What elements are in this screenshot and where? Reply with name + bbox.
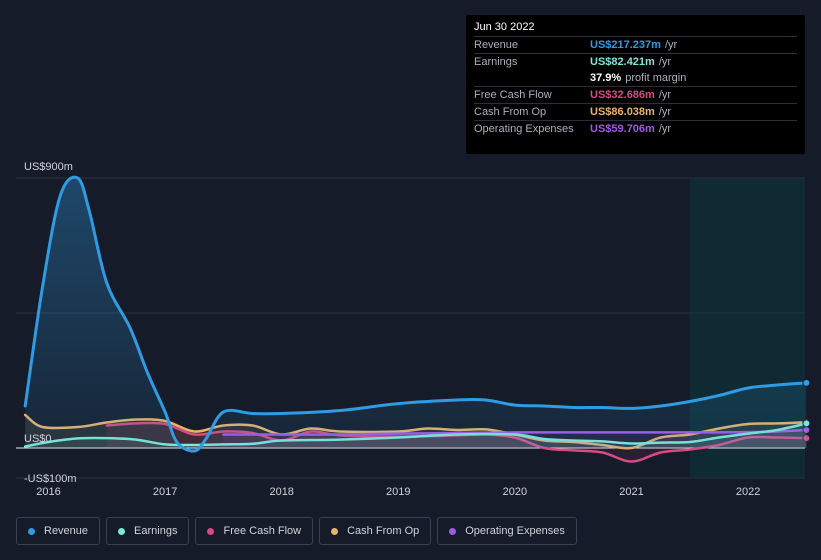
x-tick-label: 2016: [36, 486, 60, 498]
tooltip-label: Cash From Op: [474, 106, 547, 118]
legend-label: Free Cash Flow: [223, 525, 302, 537]
tooltip-value: US$86.038m: [590, 106, 655, 118]
x-tick-label: 2017: [153, 486, 177, 498]
tooltip-value: 37.9%: [590, 72, 622, 84]
x-tick-label: 2021: [619, 486, 643, 498]
tooltip-value: US$217.237m: [590, 39, 661, 51]
legend-dot-icon: [331, 527, 339, 535]
legend-dot-icon: [207, 527, 215, 535]
tooltip-label: Earnings: [474, 56, 518, 68]
y-tick-label: -US$100m: [24, 473, 77, 485]
tooltip-label: Free Cash Flow: [474, 89, 552, 101]
legend-dot-icon: [449, 527, 457, 535]
tooltip-value: US$32.686m: [590, 89, 655, 101]
legend-label: Cash From Op: [347, 525, 420, 537]
tooltip-row-revenue: Revenue US$217.237m /yr: [474, 36, 797, 53]
tooltip-unit: /yr: [658, 123, 672, 135]
tooltip-unit: /yr: [658, 89, 672, 101]
legend-label: Revenue: [44, 525, 89, 537]
tooltip-row-free-cash-flow: Free Cash Flow US$32.686m /yr: [474, 86, 797, 103]
tooltip-row-cash-from-op: Cash From Op US$86.038m /yr: [474, 103, 797, 120]
tooltip-label: Operating Expenses: [474, 123, 574, 135]
y-tick-label: US$0: [24, 433, 52, 445]
tooltip-date: Jun 30 2022: [474, 21, 535, 33]
tooltip-panel: Jun 30 2022 Revenue US$217.237m /yr Earn…: [466, 15, 805, 154]
legend-item-earnings[interactable]: Earnings: [106, 517, 190, 545]
x-tick-label: 2022: [736, 486, 760, 498]
tooltip-value: US$59.706m: [590, 123, 655, 135]
legend-item-free-cash-flow[interactable]: Free Cash Flow: [195, 517, 314, 545]
legend-label: Earnings: [134, 525, 178, 537]
x-tick-label: 2018: [269, 486, 293, 498]
tooltip-row-profit-margin: 37.9% profit margin: [474, 70, 797, 86]
tooltip-unit: /yr: [658, 106, 672, 118]
x-tick-label: 2019: [386, 486, 410, 498]
tooltip-row-earnings: Earnings US$82.421m /yr: [474, 53, 797, 70]
series-area-revenue: [25, 177, 807, 452]
tooltip-unit: profit margin: [625, 72, 687, 84]
tooltip-value: US$82.421m: [590, 56, 655, 68]
legend-dot-icon: [28, 527, 35, 535]
y-tick-label: US$900m: [24, 161, 73, 173]
legend-item-cash-from-op[interactable]: Cash From Op: [319, 517, 432, 545]
legend-label: Operating Expenses: [465, 525, 565, 537]
tooltip-unit: /yr: [664, 39, 678, 51]
tooltip-row-operating-expenses: Operating Expenses US$59.706m /yr: [474, 120, 797, 137]
tooltip-label: Revenue: [474, 39, 519, 51]
legend-dot-icon: [118, 527, 126, 535]
legend-item-operating-expenses[interactable]: Operating Expenses: [437, 517, 577, 545]
x-tick-label: 2020: [503, 486, 527, 498]
series-endpoint-revenue: [802, 378, 811, 387]
legend-item-revenue[interactable]: Revenue: [16, 517, 101, 545]
series-line-revenue: [23, 175, 808, 453]
legend: Revenue Earnings Free Cash Flow Cash Fro…: [16, 517, 577, 545]
tooltip-unit: /yr: [658, 56, 672, 68]
